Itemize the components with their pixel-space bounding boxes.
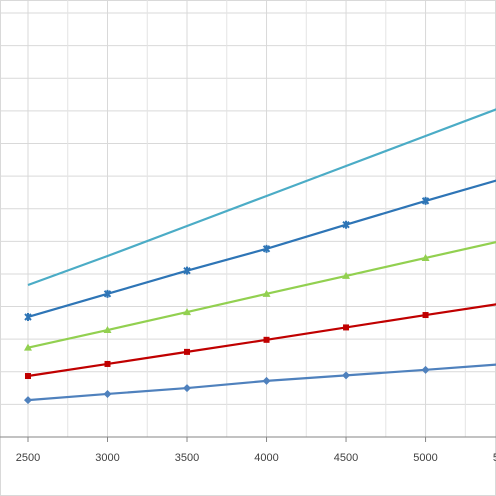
marker	[421, 365, 430, 374]
marker	[24, 373, 31, 380]
marker	[342, 220, 350, 229]
x-tick-label: 4500	[334, 452, 358, 464]
marker	[183, 266, 191, 275]
marker	[184, 348, 191, 355]
marker	[103, 326, 112, 334]
marker	[263, 336, 270, 343]
x-tick-label: 3000	[95, 452, 119, 464]
marker	[103, 289, 112, 298]
grid	[0, 0, 496, 438]
axes: 2500 3000 3500 4000 4500 5000 5500	[0, 436, 496, 464]
marker	[262, 289, 271, 297]
marker	[343, 324, 350, 331]
marker	[183, 384, 192, 393]
marker	[23, 343, 32, 351]
marker	[342, 371, 351, 380]
x-tick-label: 5000	[413, 452, 437, 464]
marker	[262, 244, 271, 253]
x-tick-label: 3500	[175, 452, 199, 464]
series-line	[27, 108, 496, 287]
marker	[183, 308, 192, 316]
x-tick-label: 5500	[493, 452, 496, 464]
x-tick-label: 2500	[16, 452, 40, 464]
marker	[104, 360, 111, 367]
marker	[342, 271, 351, 279]
x-tick-label: 4000	[254, 452, 278, 464]
marker	[103, 389, 112, 398]
marker	[262, 376, 271, 385]
plot-area	[23, 108, 496, 405]
marker	[421, 196, 430, 205]
marker	[23, 396, 32, 405]
marker	[24, 312, 32, 321]
marker	[421, 253, 430, 261]
marker	[422, 312, 429, 319]
